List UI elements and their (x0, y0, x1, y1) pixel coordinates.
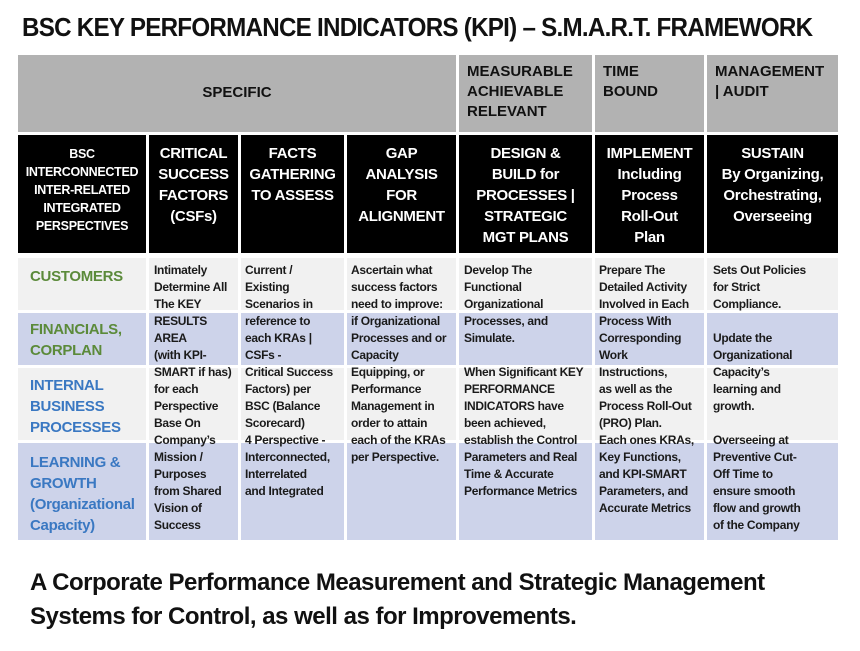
divider (704, 258, 707, 540)
perspective-internal: INTERNAL BUSINESS PROCESSES (30, 377, 121, 436)
perspective-customers: CUSTOMERS (30, 268, 123, 285)
col-header-facts: FACTS GATHERING TO ASSESS (241, 135, 344, 253)
facts-text: Current / Existing Scenarios in referenc… (245, 263, 333, 498)
row-financials (18, 313, 838, 365)
header-specific-label: SPECIFIC (202, 84, 272, 101)
header-specific: SPECIFIC (18, 55, 456, 132)
col-header-perspectives: BSC INTERCONNECTED INTER-RELATED INTEGRA… (18, 135, 146, 253)
divider (456, 258, 459, 540)
col-header-implement: IMPLEMENT Including Process Roll-Out Pla… (595, 135, 704, 253)
page-title: BSC KEY PERFORMANCE INDICATORS (KPI) – S… (22, 12, 813, 42)
row-internal (18, 368, 838, 440)
col-header-design: DESIGN & BUILD for PROCESSES | STRATEGIC… (459, 135, 592, 253)
header-measurable: MEASURABLE ACHIEVABLE RELEVANT (459, 55, 592, 132)
footer-caption: A Corporate Performance Measurement and … (30, 569, 765, 630)
header-time-bound: TIME BOUND (595, 55, 704, 132)
row-learning (18, 443, 838, 540)
sustain-text: Sets Out Policies for Strict Compliance.… (713, 263, 806, 532)
perspective-learning: LEARNING & GROWTH (Organizational Capaci… (30, 454, 135, 534)
perspective-financials: FINANCIALS, CORPLAN (30, 321, 122, 359)
csfs-text: Intimately Determine All The KEY RESULTS… (154, 263, 232, 532)
divider (238, 258, 241, 540)
divider (146, 258, 149, 540)
row-customers (18, 258, 838, 310)
col-header-csfs: CRITICAL SUCCESS FACTORS (CSFs) (149, 135, 238, 253)
col-header-sustain: SUSTAIN By Organizing, Orchestrating, Ov… (707, 135, 838, 253)
design-text: Develop The Functional Organizational Pr… (464, 263, 584, 498)
col-header-gap: GAP ANALYSIS FOR ALIGNMENT (347, 135, 456, 253)
divider (344, 258, 347, 540)
implement-text: Prepare The Detailed Activity Involved i… (599, 263, 694, 515)
gap-text: Ascertain what success factors need to i… (351, 263, 447, 464)
divider (592, 258, 595, 540)
header-management: MANAGEMENT | AUDIT (707, 55, 838, 132)
